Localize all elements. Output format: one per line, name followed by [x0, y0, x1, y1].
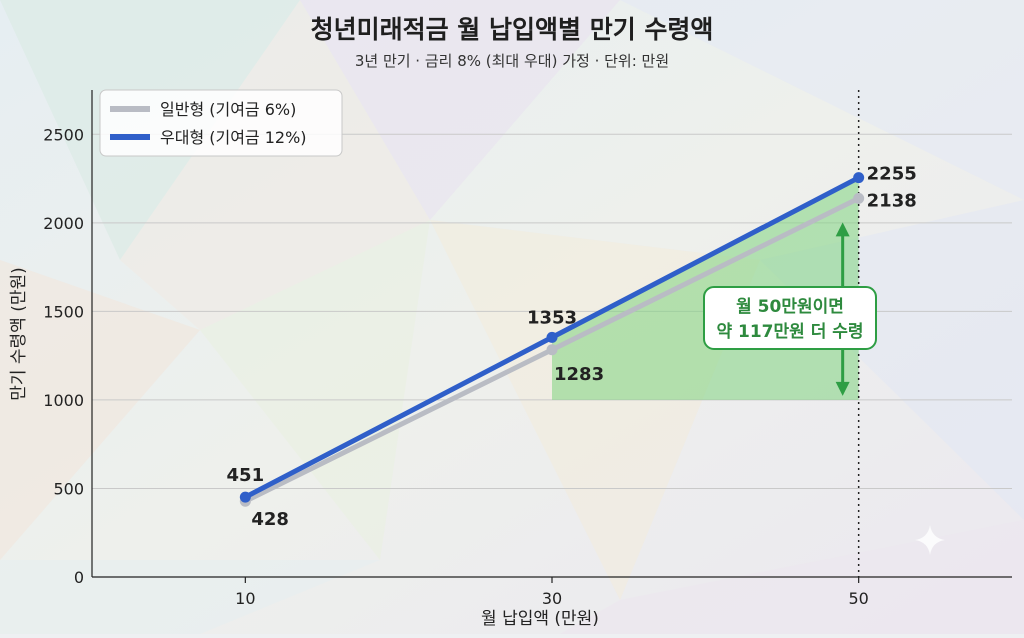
y-tick-label: 2000 [43, 214, 84, 233]
annotation-line-1: 월 50만원이면 [736, 297, 844, 317]
data-label: 1353 [527, 307, 577, 328]
difference-annotation: 월 50만원이면 약 117만원 더 수령 [703, 222, 877, 396]
arrow-head-down [835, 381, 850, 396]
chart-title: 청년미래적금 월 납입액별 만기 수령액 [311, 15, 714, 44]
data-labels: 451 428 1353 1283 2255 2138 [227, 164, 917, 531]
y-axis-label: 만기 수령액 (만원) [9, 267, 29, 401]
data-point [546, 331, 558, 343]
y-tick-label: 0 [74, 568, 84, 587]
annotation-box [703, 286, 877, 350]
data-point [239, 491, 251, 503]
data-point [853, 192, 865, 204]
arrow-head-up [835, 222, 850, 237]
y-tick-label: 1000 [43, 391, 84, 410]
y-tick-label: 1500 [43, 302, 84, 321]
y-tick-label: 500 [53, 479, 84, 498]
sparkle-icon [915, 525, 945, 555]
legend: 일반형 (기여금 6%) 우대형 (기여금 12%) [99, 89, 343, 157]
x-tick-label: 10 [235, 589, 255, 608]
data-label: 2138 [867, 190, 917, 211]
data-label: 428 [251, 509, 289, 530]
x-tick-label: 50 [848, 589, 868, 608]
legend-label-preferred: 우대형 (기여금 12%) [160, 128, 307, 147]
legend-label-general: 일반형 (기여금 6%) [160, 100, 296, 119]
x-axis-ticks: 10 30 50 [235, 577, 869, 608]
data-label: 1283 [554, 364, 604, 385]
data-point [546, 344, 558, 356]
annotation-line-2: 약 117만원 더 수령 [716, 321, 863, 342]
series-lines [239, 172, 865, 507]
y-axis-ticks: 0 500 1000 1500 2000 2500 [43, 125, 84, 587]
legend-box [99, 89, 343, 157]
data-label: 2255 [867, 164, 917, 185]
chart-subtitle: 3년 만기 · 금리 8% (최대 우대) 가정 · 단위: 만원 [355, 52, 669, 70]
x-axis-label: 월 납입액 (만원) [481, 609, 599, 629]
y-tick-label: 2500 [43, 125, 84, 144]
data-label: 451 [227, 465, 265, 486]
x-tick-label: 30 [542, 589, 562, 608]
data-point [853, 172, 865, 184]
